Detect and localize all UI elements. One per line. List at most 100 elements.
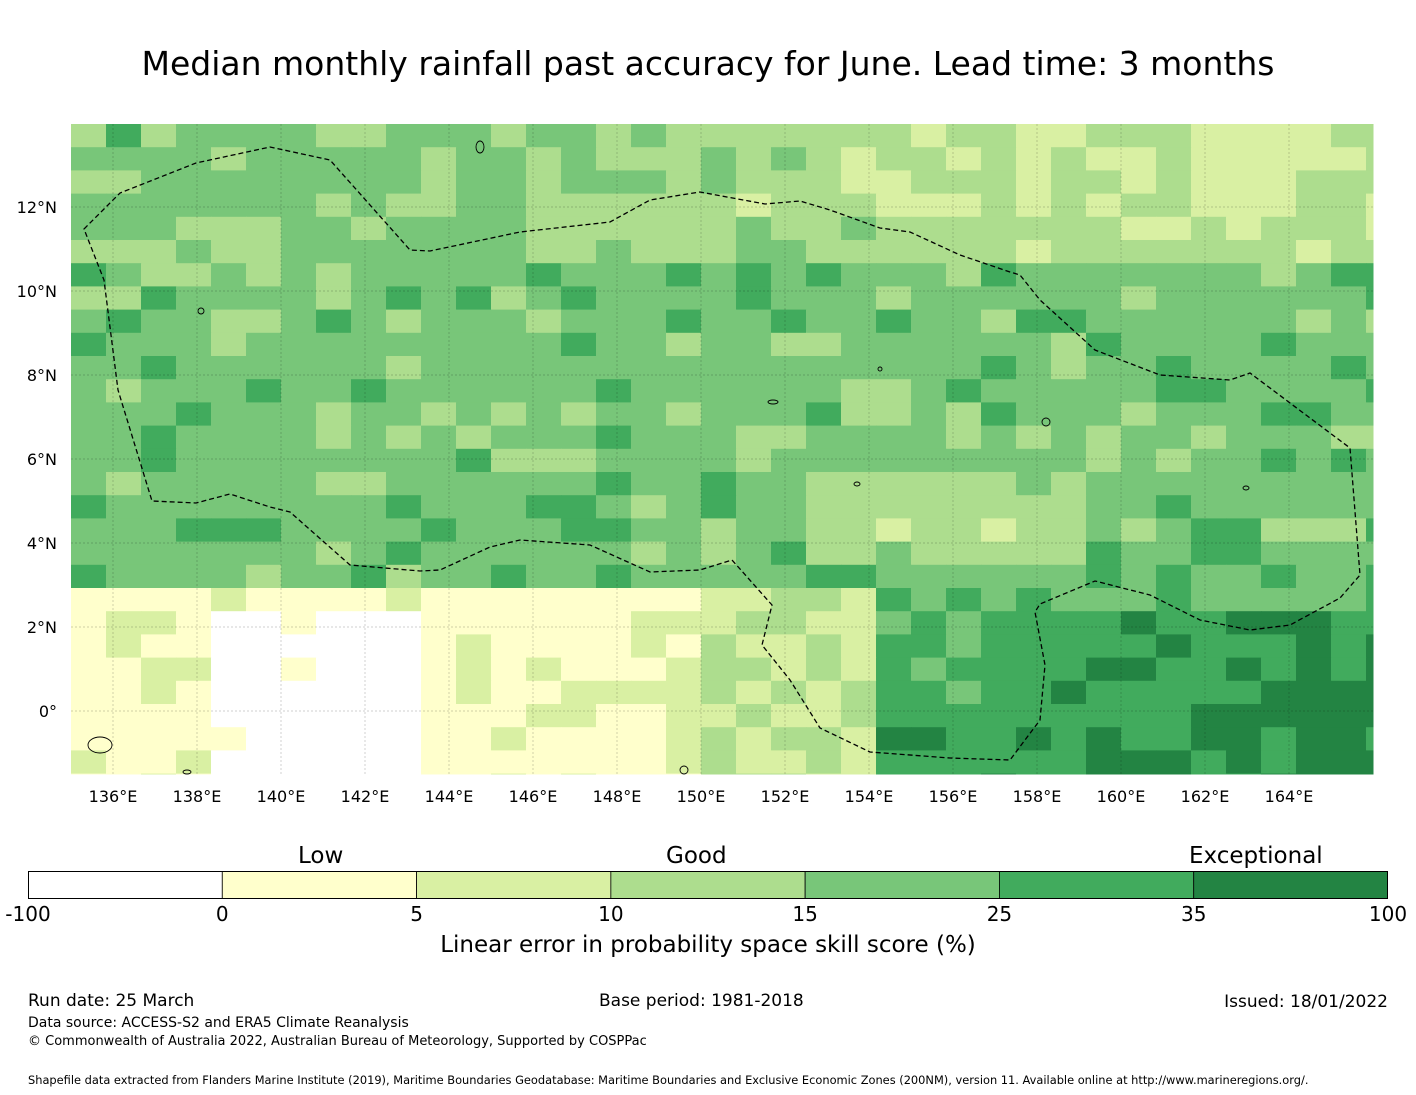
skill-cell bbox=[666, 332, 702, 357]
skill-cell bbox=[1121, 379, 1157, 403]
skill-cell bbox=[1156, 448, 1192, 473]
island-outline bbox=[767, 399, 779, 405]
skill-cell bbox=[421, 332, 457, 357]
skill-cell bbox=[1121, 356, 1157, 380]
skill-cell bbox=[141, 773, 177, 775]
skill-cell bbox=[386, 495, 422, 519]
colorbar-tick-label: 10 bbox=[598, 902, 624, 926]
skill-cell bbox=[491, 448, 527, 473]
skill-cell bbox=[561, 495, 597, 519]
skill-cell bbox=[456, 425, 492, 450]
skill-cell bbox=[246, 379, 282, 403]
skill-cell bbox=[526, 193, 562, 218]
skill-cell bbox=[1226, 727, 1262, 751]
skill-cell bbox=[211, 425, 247, 450]
skill-cell bbox=[666, 147, 702, 171]
skill-cell bbox=[1296, 356, 1332, 380]
skill-cell bbox=[911, 193, 947, 218]
skill-cell bbox=[491, 680, 527, 705]
skill-cell bbox=[771, 472, 807, 496]
skill-cell bbox=[71, 193, 107, 218]
skill-cell bbox=[351, 263, 387, 287]
skill-cell bbox=[1051, 379, 1087, 403]
skill-cell bbox=[1226, 588, 1262, 612]
skill-cell bbox=[386, 472, 422, 496]
skill-cell bbox=[351, 472, 387, 496]
skill-cell bbox=[1086, 680, 1122, 705]
longitude-tick-label: 162°E bbox=[1181, 787, 1230, 806]
skill-cell bbox=[1261, 193, 1297, 218]
skill-cell bbox=[1051, 472, 1087, 496]
skill-cell bbox=[561, 402, 597, 427]
skill-cell bbox=[736, 193, 772, 218]
skill-cell bbox=[1016, 680, 1052, 705]
skill-cell bbox=[211, 680, 247, 705]
colorbar-segment bbox=[221, 871, 417, 899]
skill-cell bbox=[176, 193, 212, 218]
skill-cell bbox=[106, 634, 142, 659]
skill-cell bbox=[1191, 309, 1227, 334]
skill-cell bbox=[1016, 309, 1052, 334]
skill-cell bbox=[771, 773, 807, 775]
skill-cell bbox=[421, 379, 457, 403]
skill-cell bbox=[561, 356, 597, 380]
skill-cell bbox=[491, 634, 527, 659]
skill-cell bbox=[526, 309, 562, 334]
skill-cell bbox=[841, 216, 877, 241]
skill-cell bbox=[771, 193, 807, 218]
skill-cell bbox=[701, 704, 737, 728]
skill-cell bbox=[106, 332, 142, 357]
skill-cell bbox=[176, 680, 212, 705]
skill-cell bbox=[106, 564, 142, 589]
skill-cell bbox=[316, 727, 352, 751]
skill-cell bbox=[666, 657, 702, 682]
skill-cell bbox=[246, 611, 282, 635]
skill-cell bbox=[1226, 773, 1262, 775]
skill-cell bbox=[771, 727, 807, 751]
skill-cell bbox=[351, 286, 387, 311]
skill-cell bbox=[1331, 495, 1367, 519]
skill-cell bbox=[1191, 379, 1227, 403]
skill-cell bbox=[1331, 541, 1367, 566]
skill-cell bbox=[141, 472, 177, 496]
skill-cell bbox=[386, 124, 422, 148]
skill-cell bbox=[71, 309, 107, 334]
skill-cell bbox=[456, 657, 492, 682]
skill-cell bbox=[666, 193, 702, 218]
skill-cell bbox=[386, 448, 422, 473]
skill-cell bbox=[351, 147, 387, 171]
skill-cell bbox=[316, 773, 352, 775]
skill-cell bbox=[1331, 611, 1367, 635]
skill-cell bbox=[491, 147, 527, 171]
skill-cell bbox=[806, 518, 842, 543]
skill-cell bbox=[841, 704, 877, 728]
skill-cell bbox=[561, 170, 597, 195]
skill-cell bbox=[771, 634, 807, 659]
skill-cell bbox=[1086, 773, 1122, 775]
skill-cell bbox=[526, 611, 562, 635]
skill-cell bbox=[946, 402, 982, 427]
skill-cell bbox=[526, 541, 562, 566]
skill-cell bbox=[386, 286, 422, 311]
island-outline bbox=[1041, 417, 1051, 427]
skill-cell bbox=[1331, 263, 1367, 287]
skill-cell bbox=[176, 240, 212, 264]
skill-cell bbox=[911, 564, 947, 589]
skill-cell bbox=[666, 611, 702, 635]
skill-cell bbox=[1156, 472, 1192, 496]
skill-cell bbox=[456, 495, 492, 519]
skill-cell bbox=[421, 727, 457, 751]
skill-cell bbox=[806, 657, 842, 682]
skill-cell bbox=[1086, 425, 1122, 450]
skill-cell bbox=[771, 518, 807, 543]
skill-cell bbox=[491, 402, 527, 427]
skill-cell bbox=[71, 657, 107, 682]
skill-cell bbox=[1226, 286, 1262, 311]
skill-cell bbox=[596, 263, 632, 287]
skill-cell bbox=[106, 727, 142, 751]
skill-cell bbox=[841, 425, 877, 450]
skill-cell bbox=[876, 657, 912, 682]
skill-cell bbox=[386, 727, 422, 751]
skill-cell bbox=[876, 680, 912, 705]
skill-cell bbox=[176, 309, 212, 334]
